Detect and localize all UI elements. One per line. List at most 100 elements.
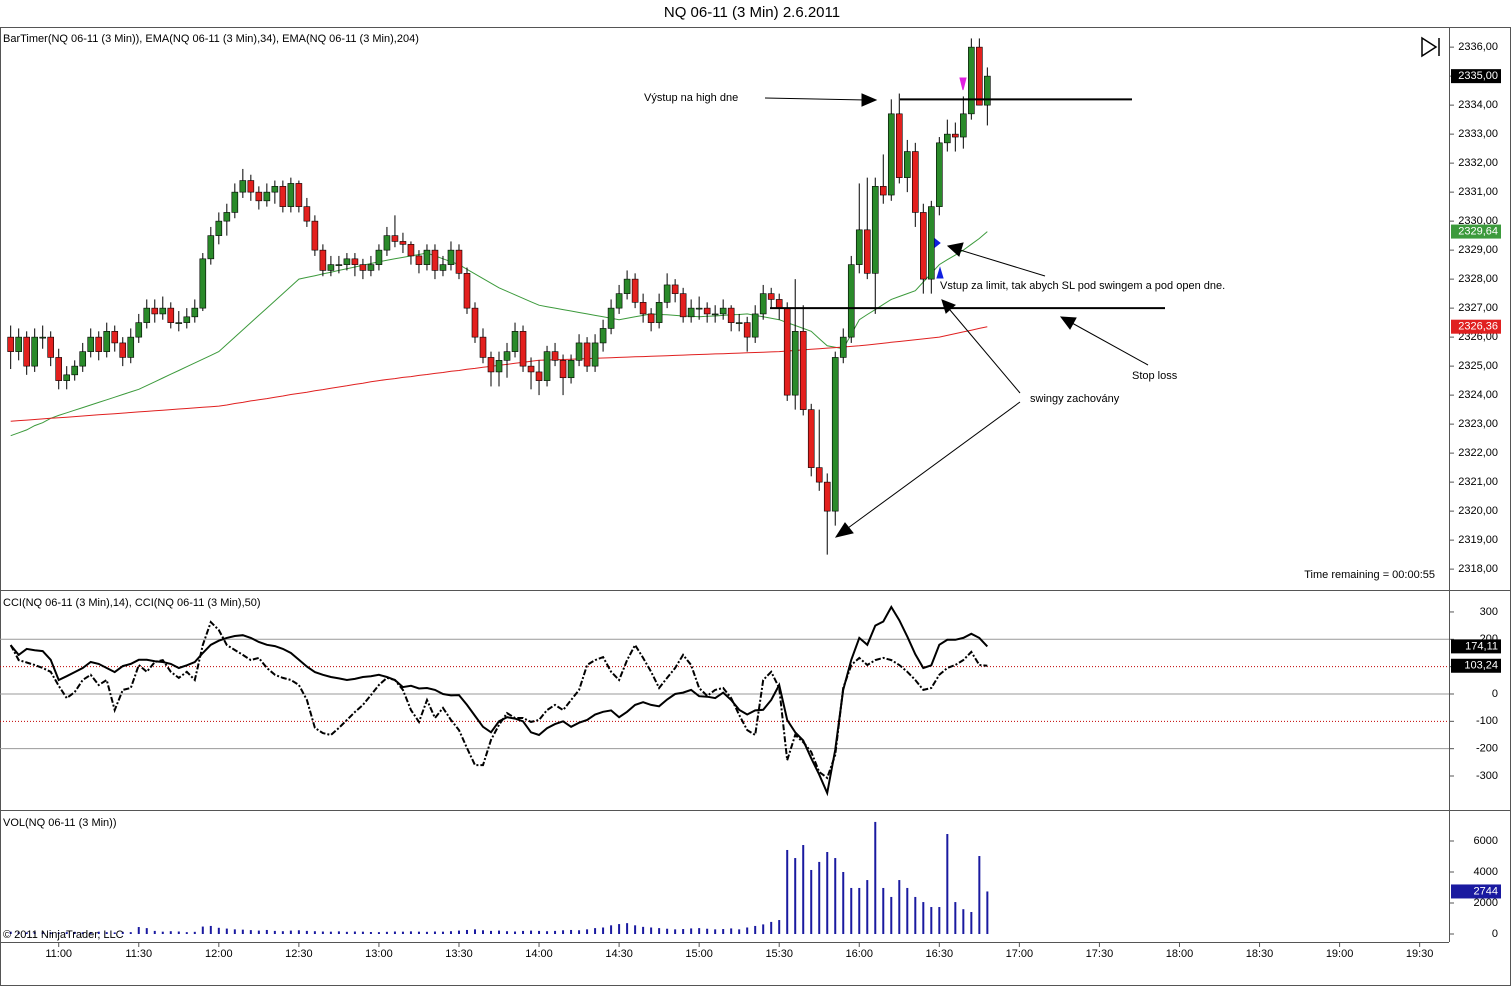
series-line: [10, 231, 988, 437]
volume-bar: [353, 931, 356, 935]
candle-body: [111, 331, 119, 344]
volume-bar: [361, 931, 364, 935]
volume-bar: [514, 931, 517, 935]
y-tick-label: 2320,00: [1458, 505, 1498, 517]
volume-bar: [746, 927, 749, 935]
candle-body: [791, 331, 799, 396]
volume-bar: [281, 931, 284, 935]
value-box-label: 174,11: [1465, 640, 1498, 652]
volume-bar: [818, 861, 821, 935]
volume-bar: [425, 931, 428, 935]
value-box-label: 2326,36: [1458, 321, 1498, 333]
value-box: [1451, 224, 1501, 239]
x-tick-label: 11:00: [45, 948, 72, 960]
candle-body: [511, 331, 519, 352]
candle-body: [687, 307, 695, 318]
volume-bar: [97, 931, 100, 935]
candle-body: [327, 264, 335, 271]
candle-body: [311, 220, 319, 251]
volume-bar: [241, 929, 244, 935]
volume-bar: [401, 931, 404, 935]
candle-body: [551, 351, 559, 361]
volume-bar: [626, 923, 629, 935]
candle-body: [215, 220, 223, 236]
annotation: Vstup za limit, tak abych SL pod swingem…: [940, 280, 1225, 292]
volume-bar: [441, 931, 444, 935]
candle-body: [95, 336, 103, 352]
candle-body: [223, 212, 231, 222]
volume-bar: [369, 931, 372, 935]
volume-bar: [482, 930, 484, 935]
volume-bar: [121, 931, 124, 935]
volume-bar: [794, 858, 797, 935]
volume-bar: [578, 930, 581, 935]
candle-body: [279, 186, 287, 207]
candle-body: [695, 307, 703, 310]
x-tick-label: 18:00: [1166, 948, 1194, 960]
y-tick-label: 2333,00: [1458, 128, 1498, 140]
candle-body: [711, 313, 719, 316]
play-triangle[interactable]: [1421, 36, 1438, 58]
volume-bar: [249, 930, 252, 935]
candle-body: [495, 360, 503, 373]
candle-body: [535, 371, 543, 381]
candle-body: [968, 46, 975, 115]
candle-body: [847, 264, 855, 338]
volume-bar: [970, 911, 973, 935]
arrow-head: [941, 299, 956, 314]
volume-bar: [930, 907, 933, 935]
x-tick-label: 12:00: [205, 948, 233, 960]
candle-body: [855, 229, 863, 265]
volume-bar: [217, 927, 220, 935]
candle-body: [639, 302, 647, 315]
candle-body: [391, 235, 399, 242]
volume-bar: [698, 928, 701, 935]
annotation: Stop loss: [1132, 370, 1178, 382]
y-tick-label: -100: [1476, 715, 1498, 727]
volume-bar: [137, 927, 140, 935]
candle-body: [487, 357, 495, 373]
candle-body: [119, 342, 127, 358]
volume-bar: [890, 896, 893, 935]
volume-bar: [377, 932, 380, 935]
volume-bar: [554, 930, 557, 935]
volume-bar: [209, 925, 212, 935]
volume-bar: [826, 851, 829, 935]
candle-body: [367, 264, 375, 271]
candle-body: [871, 186, 879, 274]
volume-bar: [810, 869, 813, 935]
candle-body: [447, 249, 455, 265]
volume-bar: [321, 931, 324, 935]
play-icon[interactable]: [1421, 36, 1440, 58]
candle-body: [255, 191, 263, 202]
volume-bar: [161, 931, 164, 935]
volume-bar: [305, 930, 308, 935]
arrow-head: [1059, 316, 1077, 330]
candle-body: [7, 336, 14, 352]
candle-body: [383, 235, 391, 251]
panel-label: VOL(NQ 06-11 (3 Min)): [3, 817, 117, 829]
candle-body: [815, 467, 823, 483]
candle-body: [423, 249, 431, 265]
candle-body: [247, 180, 255, 193]
candle-body: [823, 481, 831, 512]
volume-bar: [954, 902, 957, 935]
drawings: [764, 77, 1149, 538]
candle-body: [343, 258, 351, 265]
volume-bar: [33, 931, 36, 935]
candle-body: [895, 113, 903, 178]
candle-body: [31, 336, 38, 367]
plot-area: BarTimer(NQ 06-11 (3 Min)), EMA(NQ 06-11…: [0, 33, 1498, 960]
candle-body: [319, 249, 327, 271]
volume-bar: [858, 887, 861, 935]
value-box-label: 2329,64: [1458, 225, 1498, 237]
candle-body: [479, 336, 487, 358]
volume-bar: [337, 931, 340, 935]
x-tick-label: 19:00: [1326, 948, 1354, 960]
volume-bar: [57, 932, 60, 935]
panel-label: BarTimer(NQ 06-11 (3 Min)), EMA(NQ 06-11…: [3, 33, 419, 45]
volume-bar: [610, 925, 613, 935]
candle-body: [263, 191, 271, 202]
volume-bar: [17, 932, 20, 935]
candle-body: [167, 307, 175, 323]
